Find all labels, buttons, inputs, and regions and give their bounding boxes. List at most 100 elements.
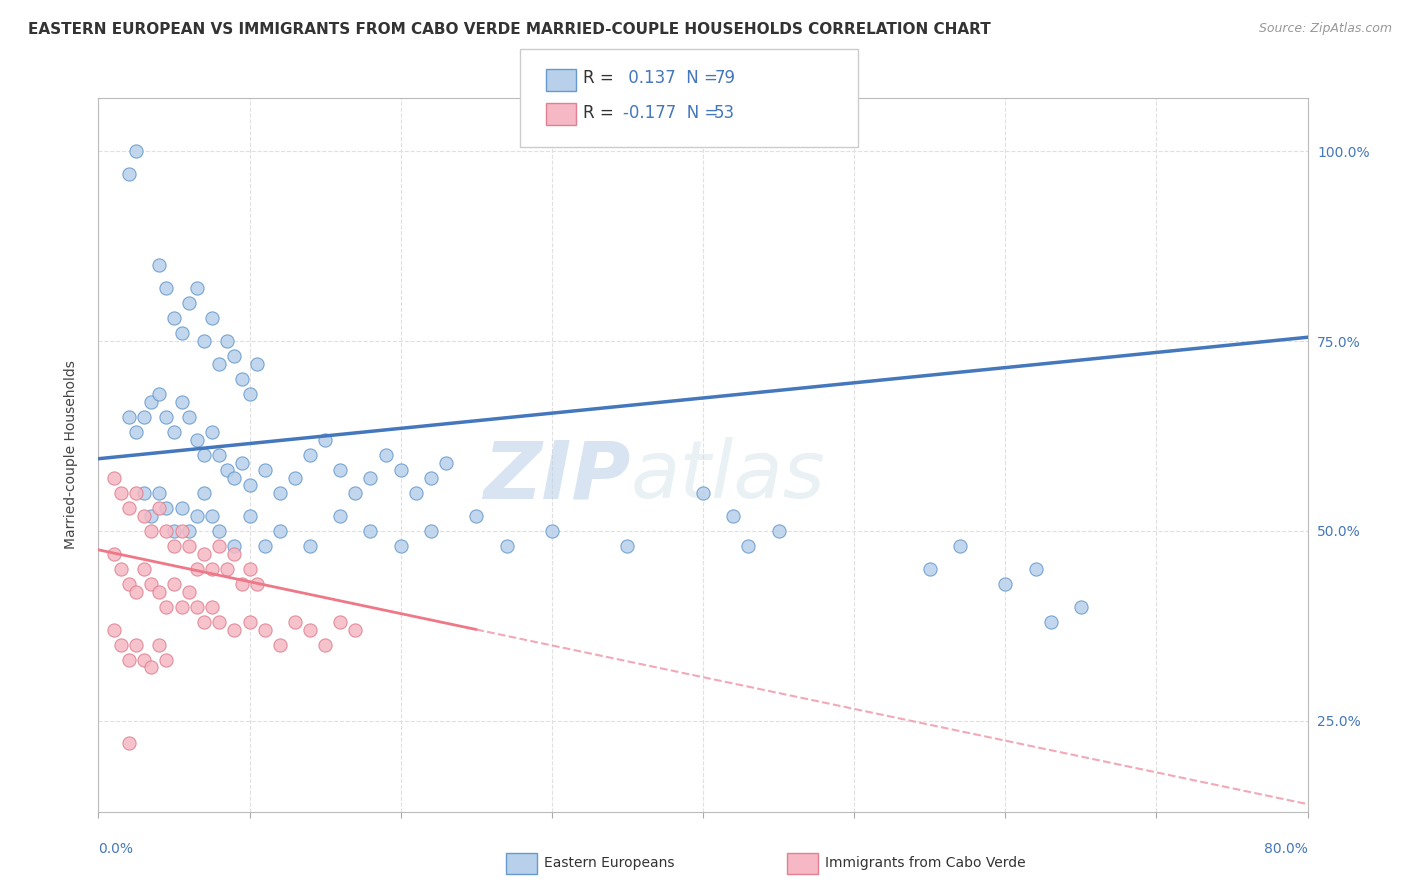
Text: -0.177  N =: -0.177 N =: [623, 104, 724, 122]
Point: [132, 508, 155, 523]
Point: [155, 524, 177, 538]
Point: [201, 311, 224, 326]
Point: [918, 562, 941, 576]
Point: [132, 653, 155, 667]
Point: [155, 501, 177, 516]
Point: [118, 653, 141, 667]
Point: [208, 539, 231, 553]
Point: [132, 409, 155, 424]
Point: [1070, 599, 1092, 614]
Point: [420, 471, 443, 485]
Point: [103, 471, 125, 485]
Point: [141, 394, 163, 409]
Point: [141, 577, 163, 591]
Point: [1039, 615, 1062, 629]
Point: [103, 623, 125, 637]
Point: [148, 638, 170, 652]
Point: [118, 501, 141, 516]
Point: [215, 334, 238, 348]
Text: 53: 53: [714, 104, 735, 122]
Point: [125, 486, 148, 500]
Point: [148, 584, 170, 599]
Point: [148, 387, 170, 401]
Point: [163, 539, 186, 553]
Point: [193, 448, 215, 462]
Point: [132, 562, 155, 576]
Y-axis label: Married-couple Households: Married-couple Households: [63, 360, 77, 549]
Point: [269, 524, 291, 538]
Text: Eastern Europeans: Eastern Europeans: [544, 856, 675, 871]
Point: [329, 615, 352, 629]
Point: [253, 539, 276, 553]
Point: [374, 448, 396, 462]
Point: [994, 577, 1017, 591]
Point: [186, 433, 208, 447]
Point: [314, 638, 336, 652]
Point: [179, 584, 201, 599]
Text: 79: 79: [714, 70, 735, 87]
Point: [246, 577, 269, 591]
Point: [193, 334, 215, 348]
Point: [118, 736, 141, 750]
Point: [269, 638, 291, 652]
Point: [692, 486, 714, 500]
Point: [299, 623, 322, 637]
Point: [186, 281, 208, 295]
Point: [215, 463, 238, 477]
Point: [224, 539, 246, 553]
Point: [179, 524, 201, 538]
Point: [208, 615, 231, 629]
Text: atlas: atlas: [630, 437, 825, 516]
Point: [148, 486, 170, 500]
Point: [103, 547, 125, 561]
Text: R =: R =: [583, 70, 620, 87]
Point: [420, 524, 443, 538]
Point: [616, 539, 638, 553]
Point: [201, 425, 224, 439]
Point: [155, 409, 177, 424]
Point: [155, 653, 177, 667]
Point: [239, 562, 262, 576]
Point: [193, 615, 215, 629]
Point: [163, 311, 186, 326]
Point: [125, 584, 148, 599]
Point: [360, 471, 382, 485]
Point: [737, 539, 759, 553]
Point: [314, 433, 336, 447]
Point: [186, 599, 208, 614]
Point: [125, 638, 148, 652]
Point: [170, 394, 193, 409]
Text: Source: ZipAtlas.com: Source: ZipAtlas.com: [1258, 22, 1392, 36]
Point: [141, 524, 163, 538]
Point: [201, 599, 224, 614]
Point: [239, 387, 262, 401]
Point: [179, 409, 201, 424]
Point: [360, 524, 382, 538]
Point: [110, 486, 132, 500]
Point: [329, 463, 352, 477]
Point: [723, 508, 745, 523]
Point: [132, 486, 155, 500]
Point: [434, 456, 457, 470]
Point: [141, 508, 163, 523]
Text: ZIP: ZIP: [484, 437, 630, 516]
Point: [208, 448, 231, 462]
Point: [141, 660, 163, 674]
Point: [118, 167, 141, 181]
Point: [155, 281, 177, 295]
Text: Immigrants from Cabo Verde: Immigrants from Cabo Verde: [825, 856, 1026, 871]
Point: [344, 486, 367, 500]
Point: [170, 524, 193, 538]
Point: [253, 463, 276, 477]
Point: [170, 501, 193, 516]
Point: [231, 372, 253, 386]
Point: [949, 539, 972, 553]
Point: [193, 486, 215, 500]
Point: [344, 623, 367, 637]
Point: [208, 524, 231, 538]
Point: [118, 409, 141, 424]
Point: [163, 524, 186, 538]
Point: [125, 425, 148, 439]
Point: [155, 599, 177, 614]
Point: [389, 539, 412, 553]
